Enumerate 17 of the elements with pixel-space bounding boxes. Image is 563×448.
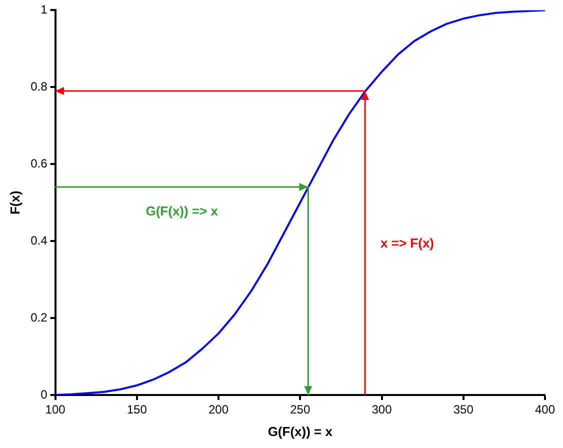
y-tick-label: 0.2	[30, 310, 48, 324]
y-tick-label: 0	[40, 387, 48, 402]
annotation: G(F(x)) => x	[146, 203, 218, 218]
y-tick-label: 0.4	[30, 233, 48, 248]
y-tick-label: 1	[40, 2, 48, 17]
y-axis-title: F(x)	[7, 190, 22, 215]
x-tick-label: 400	[534, 402, 556, 417]
y-tick-label: 0.8	[30, 79, 48, 94]
annotation: x => F(x)	[380, 236, 434, 251]
y-tick-label: 0.6	[30, 156, 48, 170]
x-tick-label: 300	[372, 402, 392, 417]
x-tick-label: 250	[290, 402, 310, 417]
x-axis-title: G(F(x)) = x	[268, 424, 334, 439]
x-tick-label: 350	[453, 402, 474, 417]
x-tick-label: 200	[208, 402, 229, 417]
x-tick-label: 150	[126, 402, 148, 417]
x-tick-label: 100	[45, 402, 66, 417]
